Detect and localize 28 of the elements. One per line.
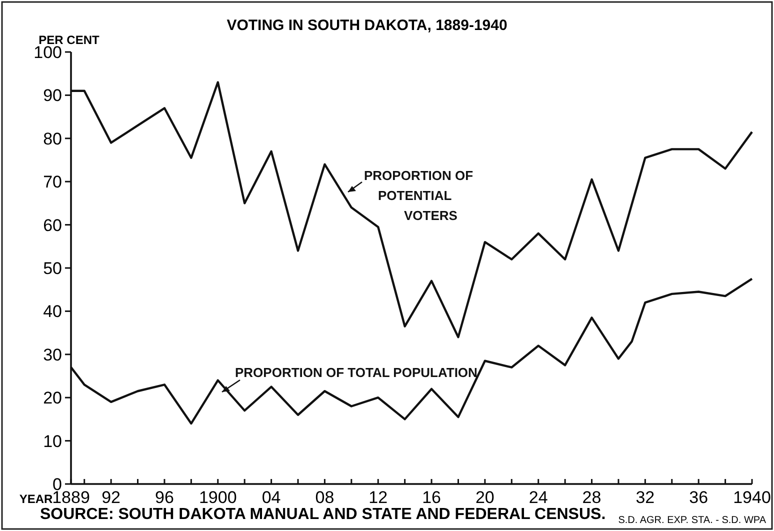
- x-tick-label: 20: [475, 488, 494, 507]
- y-tick-label: 10: [43, 432, 62, 451]
- text: S.D. AGR. EXP. STA. - S.D. WPA: [618, 515, 766, 526]
- legend-label: PROPORTION OF POTENTIAL VOTERS: [364, 168, 474, 223]
- y-tick-label: 50: [43, 258, 62, 278]
- y-tick-label: 80: [43, 129, 62, 148]
- x-axis-title: YEAR: [19, 492, 53, 506]
- y-tick-label: 20: [43, 388, 62, 408]
- y-tick-label: 30: [43, 345, 62, 364]
- x-tick-label: 28: [582, 488, 602, 507]
- x-tick-label: 1940: [733, 488, 771, 507]
- x-tick-label: 36: [689, 488, 708, 507]
- chart-title: VOTING IN SOUTH DAKOTA, 1889-1940: [226, 17, 508, 34]
- x-tick-label: 04: [262, 488, 281, 507]
- y-tick-label: 60: [43, 216, 62, 235]
- x-tick-label: 92: [102, 488, 121, 507]
- y-tick-label: 40: [43, 302, 62, 322]
- x-tick-label: 24: [528, 488, 548, 507]
- x-tick-label: 08: [315, 488, 334, 507]
- x-tick-label: 16: [422, 488, 441, 507]
- x-tick-label: 32: [636, 488, 655, 507]
- x-tick-label: 1900: [198, 488, 237, 507]
- y-tick-label: 90: [43, 86, 62, 106]
- x-tick-label: 12: [368, 488, 388, 507]
- x-tick-label: 96: [155, 488, 174, 507]
- series-label: PROPORTION OF TOTAL POPULATION: [235, 365, 478, 380]
- source-note: SOURCE: SOUTH DAKOTA MANUAL AND STATE AND FEDERAL CENSUS.: [40, 506, 606, 523]
- y-tick-label: 70: [43, 172, 62, 192]
